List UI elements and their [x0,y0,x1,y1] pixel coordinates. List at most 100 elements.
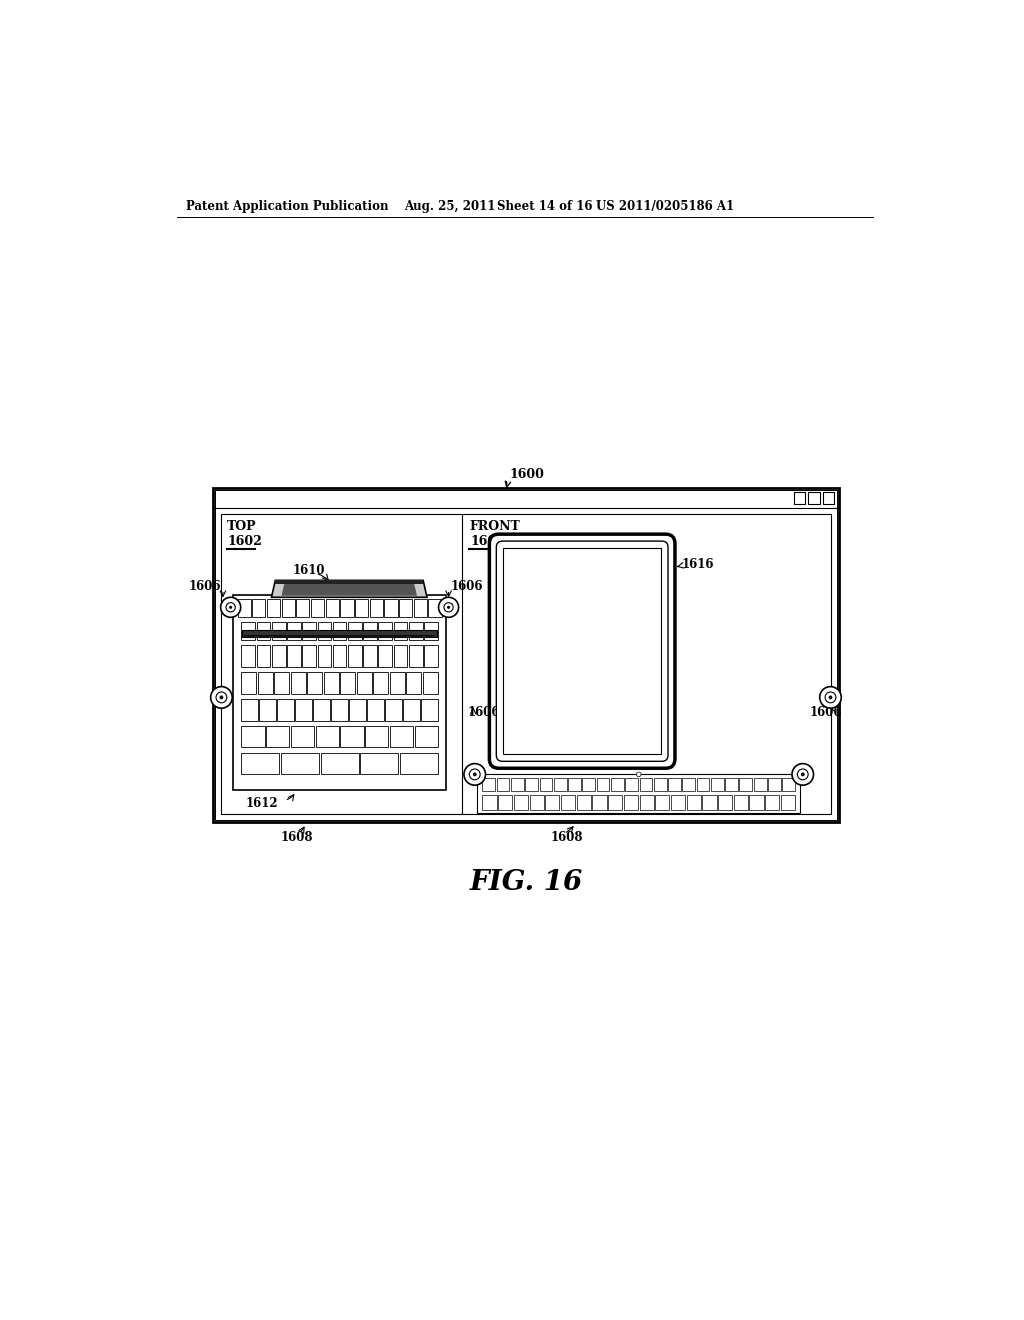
Bar [415,726,438,747]
Bar [364,622,377,640]
Bar [340,672,355,693]
Text: 1606: 1606 [810,706,842,719]
Bar [765,795,779,810]
Bar [366,726,388,747]
Circle shape [828,696,833,700]
Bar [583,779,595,792]
Circle shape [464,763,485,785]
Text: 1606: 1606 [468,706,501,719]
Bar [348,645,361,667]
Text: FRONT: FRONT [469,520,520,533]
Circle shape [819,686,842,708]
Bar [423,672,438,693]
Text: 1612: 1612 [246,797,278,810]
Bar [597,779,609,792]
Bar [340,726,364,747]
Bar [421,700,438,721]
Bar [687,795,700,810]
Bar [333,645,346,667]
Bar [428,599,441,616]
Bar [275,581,423,585]
Bar [321,752,358,775]
Bar [242,622,255,640]
Bar [393,622,408,640]
FancyBboxPatch shape [497,541,668,762]
Bar [525,779,538,792]
Text: Aug. 25, 2011: Aug. 25, 2011 [403,199,496,213]
Bar [577,795,591,810]
Circle shape [229,606,232,609]
Bar [291,726,314,747]
Bar [315,726,339,747]
Bar [258,672,272,693]
Bar [399,752,438,775]
Bar [242,645,255,667]
Bar [808,492,819,504]
Bar [370,599,383,616]
Bar [782,779,795,792]
Bar [368,700,384,721]
Bar [266,726,290,747]
Circle shape [469,770,480,780]
Text: 1610: 1610 [292,564,325,577]
Text: 1616: 1616 [681,558,714,572]
Bar [243,631,437,636]
Bar [267,599,281,616]
Circle shape [211,686,232,708]
Bar [281,752,319,775]
Bar [409,622,423,640]
Bar [349,700,366,721]
Bar [702,795,717,810]
Text: 1614: 1614 [512,660,545,673]
Bar [326,599,339,616]
Bar [317,645,331,667]
Circle shape [473,772,477,776]
Bar [332,700,348,721]
Circle shape [226,603,236,612]
Bar [407,672,421,693]
Bar [302,645,316,667]
Bar [794,492,805,504]
Bar [257,622,270,640]
Circle shape [444,603,454,612]
Bar [655,795,670,810]
Text: 1606: 1606 [188,579,220,593]
Bar [718,795,732,810]
Circle shape [637,772,641,776]
Bar [242,726,264,747]
Bar [424,622,438,640]
Bar [529,795,544,810]
Circle shape [792,763,813,785]
Bar [213,488,839,822]
Bar [682,779,695,792]
Bar [409,645,423,667]
Bar [272,622,286,640]
Bar [640,795,653,810]
Bar [272,645,286,667]
Bar [482,779,496,792]
Bar [734,795,748,810]
Circle shape [219,696,223,700]
Bar [374,672,388,693]
Text: FIG. 16: FIG. 16 [469,869,583,896]
Text: TOP: TOP [226,520,256,533]
Bar [608,795,623,810]
Bar [360,752,398,775]
Bar [696,779,710,792]
Text: 1606: 1606 [451,579,482,593]
Bar [242,752,280,775]
Bar [768,779,780,792]
Bar [242,700,258,721]
FancyBboxPatch shape [489,535,675,768]
Bar [379,645,392,667]
Bar [540,779,552,792]
Bar [287,645,301,667]
Bar [403,700,420,721]
Circle shape [438,598,459,618]
Text: US 2011/0205186 A1: US 2011/0205186 A1 [596,199,734,213]
Circle shape [447,606,451,609]
Bar [274,672,290,693]
Bar [739,779,753,792]
Bar [390,726,413,747]
Bar [238,599,251,616]
